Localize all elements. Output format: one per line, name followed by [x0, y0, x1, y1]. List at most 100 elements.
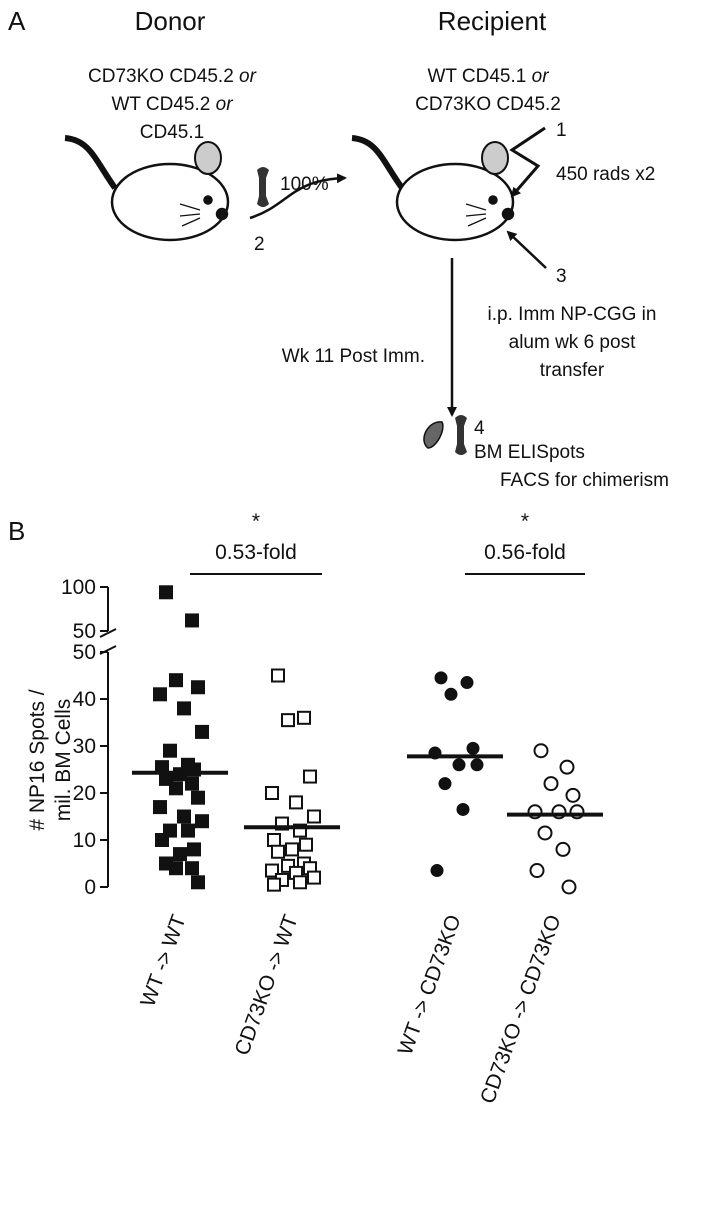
harvest-text: Wk 11 Post Imm.	[282, 346, 425, 367]
donor-line: CD45.1	[140, 122, 204, 143]
y-tick-label: 100	[61, 576, 96, 599]
data-point	[185, 613, 199, 628]
bone-icon	[257, 167, 269, 207]
y-tick-label: 0	[84, 876, 96, 899]
data-point	[185, 776, 199, 791]
y-tick-label: 50	[73, 641, 96, 664]
data-point	[185, 861, 199, 876]
data-point	[289, 795, 303, 810]
data-point	[191, 875, 205, 890]
recipient-line: CD73KO CD45.2	[415, 94, 561, 115]
data-point	[181, 823, 195, 838]
immunization-line: alum wk 6 post	[509, 332, 636, 353]
donor-line: WT CD45.2 or	[111, 94, 233, 115]
data-point	[159, 585, 173, 600]
data-point	[173, 847, 187, 862]
data-point	[195, 814, 209, 829]
data-point	[155, 833, 169, 847]
data-point	[163, 743, 177, 758]
data-point	[267, 833, 281, 847]
data-point	[452, 758, 466, 772]
significance: *	[252, 510, 260, 533]
data-point	[303, 769, 317, 784]
x-tick-label: WT -> CD73KO	[394, 912, 466, 1058]
data-point	[297, 710, 311, 725]
data-point	[456, 802, 470, 816]
data-point	[537, 825, 553, 841]
data-point	[191, 790, 205, 805]
data-point	[281, 713, 295, 728]
data-point	[555, 841, 571, 857]
data-point	[434, 671, 448, 685]
data-point	[169, 781, 183, 796]
y-tick-label: 30	[73, 735, 96, 758]
transfer-percent: 100%	[280, 174, 329, 195]
data-point	[271, 844, 285, 859]
data-point	[271, 668, 285, 683]
data-point	[265, 786, 279, 800]
step-number: 2	[254, 234, 265, 255]
data-point	[543, 776, 559, 792]
y-axis-label: mil. BM Cells	[52, 699, 75, 822]
data-point	[169, 861, 183, 876]
data-point	[153, 800, 167, 815]
y-tick-label: 40	[73, 688, 96, 711]
x-tick-label: WT -> WT	[136, 912, 190, 1010]
data-point	[533, 743, 549, 759]
data-point	[444, 687, 458, 701]
panel-label: B	[8, 516, 25, 546]
data-point	[267, 877, 281, 892]
irradiation-bolt	[509, 126, 546, 198]
axis-break	[99, 628, 117, 638]
bone-icon	[455, 415, 467, 455]
data-point	[177, 701, 191, 716]
step-number: 4	[474, 418, 485, 439]
data-point	[470, 758, 484, 772]
data-point	[177, 809, 191, 824]
irradiation-text: 450 rads x2	[556, 164, 655, 185]
data-point	[307, 870, 321, 885]
step-number: 3	[556, 266, 567, 287]
donor-line: CD73KO CD45.2 or	[88, 66, 257, 87]
immunization-line: transfer	[540, 360, 605, 381]
data-point	[187, 842, 201, 857]
data-point	[153, 687, 167, 702]
data-point	[299, 837, 313, 852]
data-point	[561, 879, 577, 895]
data-point	[559, 759, 575, 775]
recipient-title: Recipient	[438, 6, 547, 36]
data-point	[430, 864, 444, 878]
data-point	[565, 787, 581, 803]
data-point	[285, 842, 299, 857]
data-point	[460, 676, 474, 690]
recipient-mouse	[351, 135, 515, 242]
data-point	[466, 741, 480, 755]
kidney-icon	[423, 421, 444, 449]
readout-line: FACS for chimerism	[500, 470, 669, 491]
x-tick-label: CD73KO -> CD73KO	[476, 912, 566, 1107]
y-tick-label: 10	[73, 829, 96, 852]
y-axis-label: # NP16 Spots /	[26, 689, 49, 830]
y-tick-label: 20	[73, 782, 96, 805]
recipient-line: WT CD45.1 or	[427, 66, 549, 87]
data-point	[438, 777, 452, 791]
data-point	[529, 863, 545, 879]
transfer-arrow	[249, 173, 347, 220]
fold-change: 0.56-fold	[484, 541, 566, 564]
fold-change: 0.53-fold	[215, 541, 297, 564]
immunization-arrow	[506, 230, 547, 269]
x-tick-label: CD73KO -> WT	[231, 912, 303, 1059]
readout-line: BM ELISpots	[474, 442, 585, 463]
y-tick-label: 50	[73, 620, 96, 643]
immunization-line: i.p. Imm NP-CGG in	[488, 304, 657, 325]
step-number: 1	[556, 120, 567, 141]
donor-mouse	[64, 135, 230, 242]
data-point	[293, 875, 307, 890]
donor-title: Donor	[135, 6, 206, 36]
data-point	[195, 724, 209, 739]
data-point	[169, 673, 183, 688]
data-point	[191, 680, 205, 695]
panel-label: A	[8, 6, 26, 36]
